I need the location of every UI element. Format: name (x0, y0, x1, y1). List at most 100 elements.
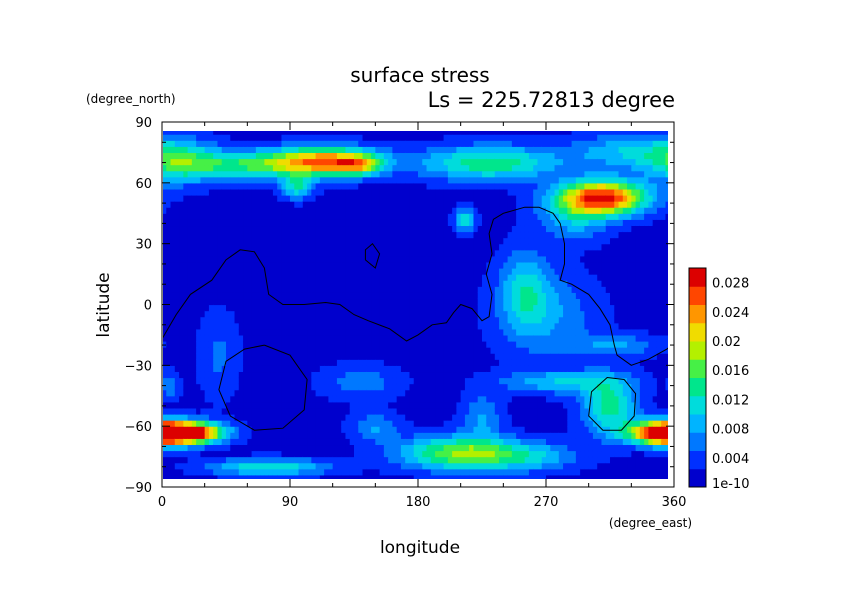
heatmap-cell (294, 383, 300, 391)
heatmap-cell (456, 152, 462, 160)
heatmap-cell (383, 152, 389, 160)
heatmap-cell (191, 237, 197, 245)
heatmap-cell (264, 231, 270, 239)
heatmap-cell (490, 243, 496, 251)
heatmap-cell (307, 328, 312, 336)
heatmap-cell (499, 438, 504, 446)
heatmap-cell (196, 261, 201, 269)
heatmap-cell (439, 131, 445, 135)
heatmap-cell (243, 334, 248, 342)
heatmap-cell (452, 456, 457, 464)
heatmap-cell (405, 432, 411, 439)
heatmap-cell (302, 225, 308, 233)
heatmap-cell (251, 134, 257, 141)
heatmap-cell (200, 407, 206, 415)
heatmap-cell (307, 292, 312, 300)
heatmap-cell (490, 432, 496, 439)
heatmap-cell (336, 170, 342, 178)
heatmap-cell (366, 328, 372, 336)
heatmap-cell (336, 176, 342, 184)
heatmap-cell (439, 164, 445, 172)
heatmap-cell (234, 146, 240, 154)
heatmap-cell (221, 219, 227, 227)
heatmap-cell (319, 371, 325, 379)
heatmap-cell (400, 146, 406, 154)
heatmap-cell (341, 444, 347, 452)
heatmap-cell (379, 243, 385, 251)
heatmap-cell (213, 395, 219, 403)
heatmap-cell (358, 237, 364, 245)
heatmap-cell (469, 474, 475, 479)
heatmap-cell (494, 146, 500, 154)
heatmap-cell (226, 304, 231, 312)
heatmap-cell (460, 131, 466, 135)
heatmap-cell (234, 268, 240, 275)
heatmap-cell (371, 395, 376, 403)
heatmap-cell (482, 407, 487, 415)
heatmap-cell (341, 158, 347, 166)
heatmap-cell (311, 164, 317, 172)
heatmap-cell (482, 450, 487, 458)
heatmap-cell (179, 328, 184, 336)
heatmap-cell (469, 359, 475, 366)
heatmap-cell (422, 249, 428, 257)
heatmap-cell (226, 170, 231, 178)
heatmap-cell (204, 444, 210, 452)
heatmap-cell (349, 310, 355, 318)
heatmap-cell (460, 213, 466, 220)
heatmap-cell (230, 182, 236, 190)
heatmap-cell (255, 243, 261, 251)
heatmap-cell (311, 432, 317, 439)
heatmap-cell (396, 261, 402, 269)
heatmap-cell (511, 176, 517, 184)
heatmap-cell (405, 359, 411, 366)
heatmap-cell (307, 122, 312, 129)
heatmap-cell (264, 131, 270, 135)
heatmap-cell (452, 474, 457, 479)
heatmap-cell (277, 274, 283, 281)
heatmap-cell (396, 371, 402, 379)
heatmap-cell (332, 334, 338, 342)
heatmap-cell (477, 328, 483, 336)
heatmap-cell (486, 170, 492, 178)
heatmap-cell (413, 456, 419, 464)
heatmap-cell (435, 131, 440, 135)
heatmap-cell (260, 255, 265, 263)
heatmap-cell (290, 122, 295, 129)
heatmap-cell (400, 341, 406, 348)
heatmap-cell (507, 243, 513, 251)
heatmap-cell (294, 341, 300, 348)
heatmap-cell (473, 468, 479, 476)
heatmap-cell (196, 134, 201, 141)
heatmap-cell (405, 438, 411, 446)
heatmap-cell (435, 201, 440, 208)
heatmap-cell (166, 414, 172, 421)
heatmap-cell (409, 371, 415, 379)
heatmap-cell (315, 365, 321, 373)
heatmap-cell (298, 401, 304, 409)
heatmap-cell (418, 432, 423, 439)
heatmap-cell (499, 432, 504, 439)
heatmap-cell (511, 280, 517, 287)
heatmap-cell (200, 292, 206, 300)
heatmap-cell (238, 140, 244, 147)
heatmap-cell (302, 268, 308, 275)
heatmap-cell (170, 322, 176, 330)
heatmap-cell (426, 261, 432, 269)
heatmap-cell (163, 426, 167, 433)
heatmap-cell (482, 474, 487, 479)
heatmap-cell (516, 426, 521, 433)
heatmap-cell (247, 432, 253, 439)
heatmap-cell (354, 383, 359, 391)
heatmap-cell (243, 341, 248, 348)
heatmap-cell (366, 280, 372, 287)
heatmap-cell (477, 207, 483, 214)
heatmap-cell (469, 249, 475, 257)
heatmap-cell (307, 182, 312, 190)
heatmap-cell (234, 365, 240, 373)
heatmap-cell (379, 310, 385, 318)
heatmap-cell (413, 426, 419, 433)
heatmap-cell (298, 304, 304, 312)
heatmap-cell (204, 462, 210, 470)
heatmap-cell (439, 359, 445, 366)
